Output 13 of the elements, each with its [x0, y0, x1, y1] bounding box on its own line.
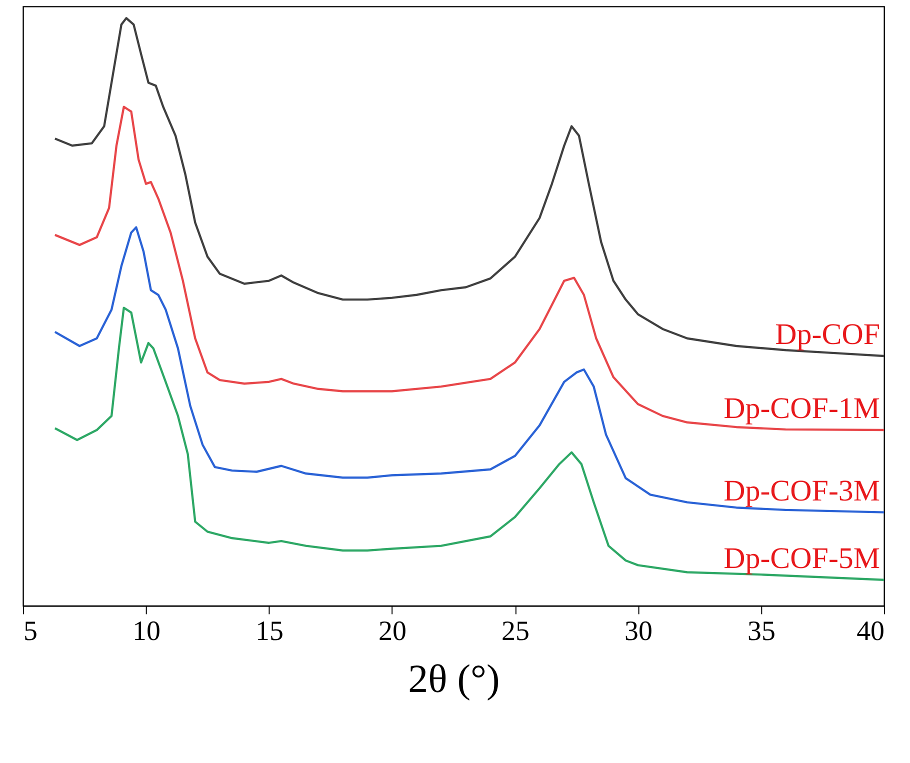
x-tick-label: 5 — [23, 616, 38, 648]
x-tick-label: 20 — [378, 616, 406, 648]
x-tick-label: 15 — [256, 616, 284, 648]
x-tick-label: 40 — [856, 616, 885, 648]
series-label: Dp-COF-3M — [724, 474, 880, 508]
x-tick-label: 30 — [624, 616, 652, 648]
x-tick-label: 25 — [502, 616, 530, 648]
x-tick-label: 10 — [132, 616, 160, 648]
series-label: Dp-COF-5M — [724, 542, 880, 575]
x-axis-title: 2θ (°) — [408, 656, 500, 702]
series-label: Dp-COF-1M — [724, 392, 880, 426]
series-label: Dp-COF — [775, 318, 880, 352]
x-tick-label: 35 — [748, 616, 776, 648]
